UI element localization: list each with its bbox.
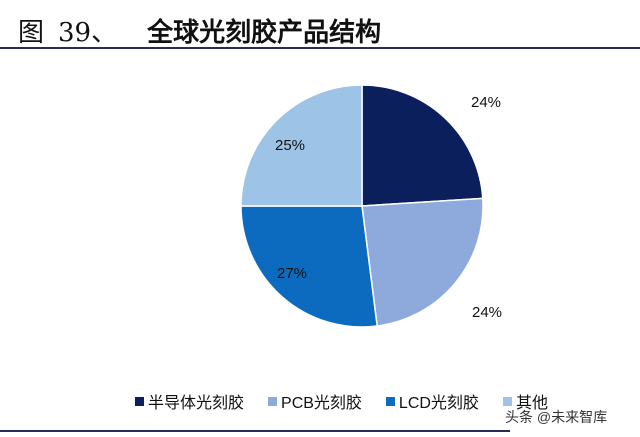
legend-item-lcd: LCD光刻胶	[385, 389, 479, 413]
top-rule	[0, 47, 640, 49]
legend-label: 半导体光刻胶	[148, 395, 245, 412]
pie-slice-3	[240, 84, 363, 207]
pie-slice-1	[361, 197, 484, 327]
chart-legend: 半导体光刻胶 PCB光刻胶 LCD光刻胶 其他	[135, 389, 548, 413]
slice-label-pcb: 24%	[472, 304, 503, 321]
legend-item-other: 其他	[502, 389, 548, 413]
slice-label-lcd: 27%	[277, 265, 308, 282]
legend-label: LCD光刻胶	[398, 395, 479, 412]
legend-swatch	[385, 396, 395, 406]
slice-label-semiconductor: 24%	[471, 94, 502, 111]
legend-label: PCB光刻胶	[281, 395, 362, 412]
pie-slice-0	[361, 84, 484, 207]
pie-slice-2	[240, 205, 379, 328]
legend-label: 其他	[515, 395, 548, 412]
legend-swatch	[135, 396, 144, 406]
figure-number: 39、	[58, 18, 118, 48]
legend-swatch	[502, 396, 512, 406]
chart-title: 全球光刻胶产品结构	[147, 18, 382, 48]
slice-label-other: 25%	[275, 137, 306, 154]
legend-item-semiconductor: 半导体光刻胶	[135, 389, 244, 413]
watermark: 头条 @未来智库	[505, 409, 608, 425]
figure-label: 图	[18, 18, 45, 48]
legend-swatch	[268, 396, 278, 406]
figure-title: 图 39、 全球光刻胶产品结构	[18, 12, 381, 49]
bottom-rule	[0, 430, 510, 432]
legend-item-pcb: PCB光刻胶	[268, 389, 362, 413]
